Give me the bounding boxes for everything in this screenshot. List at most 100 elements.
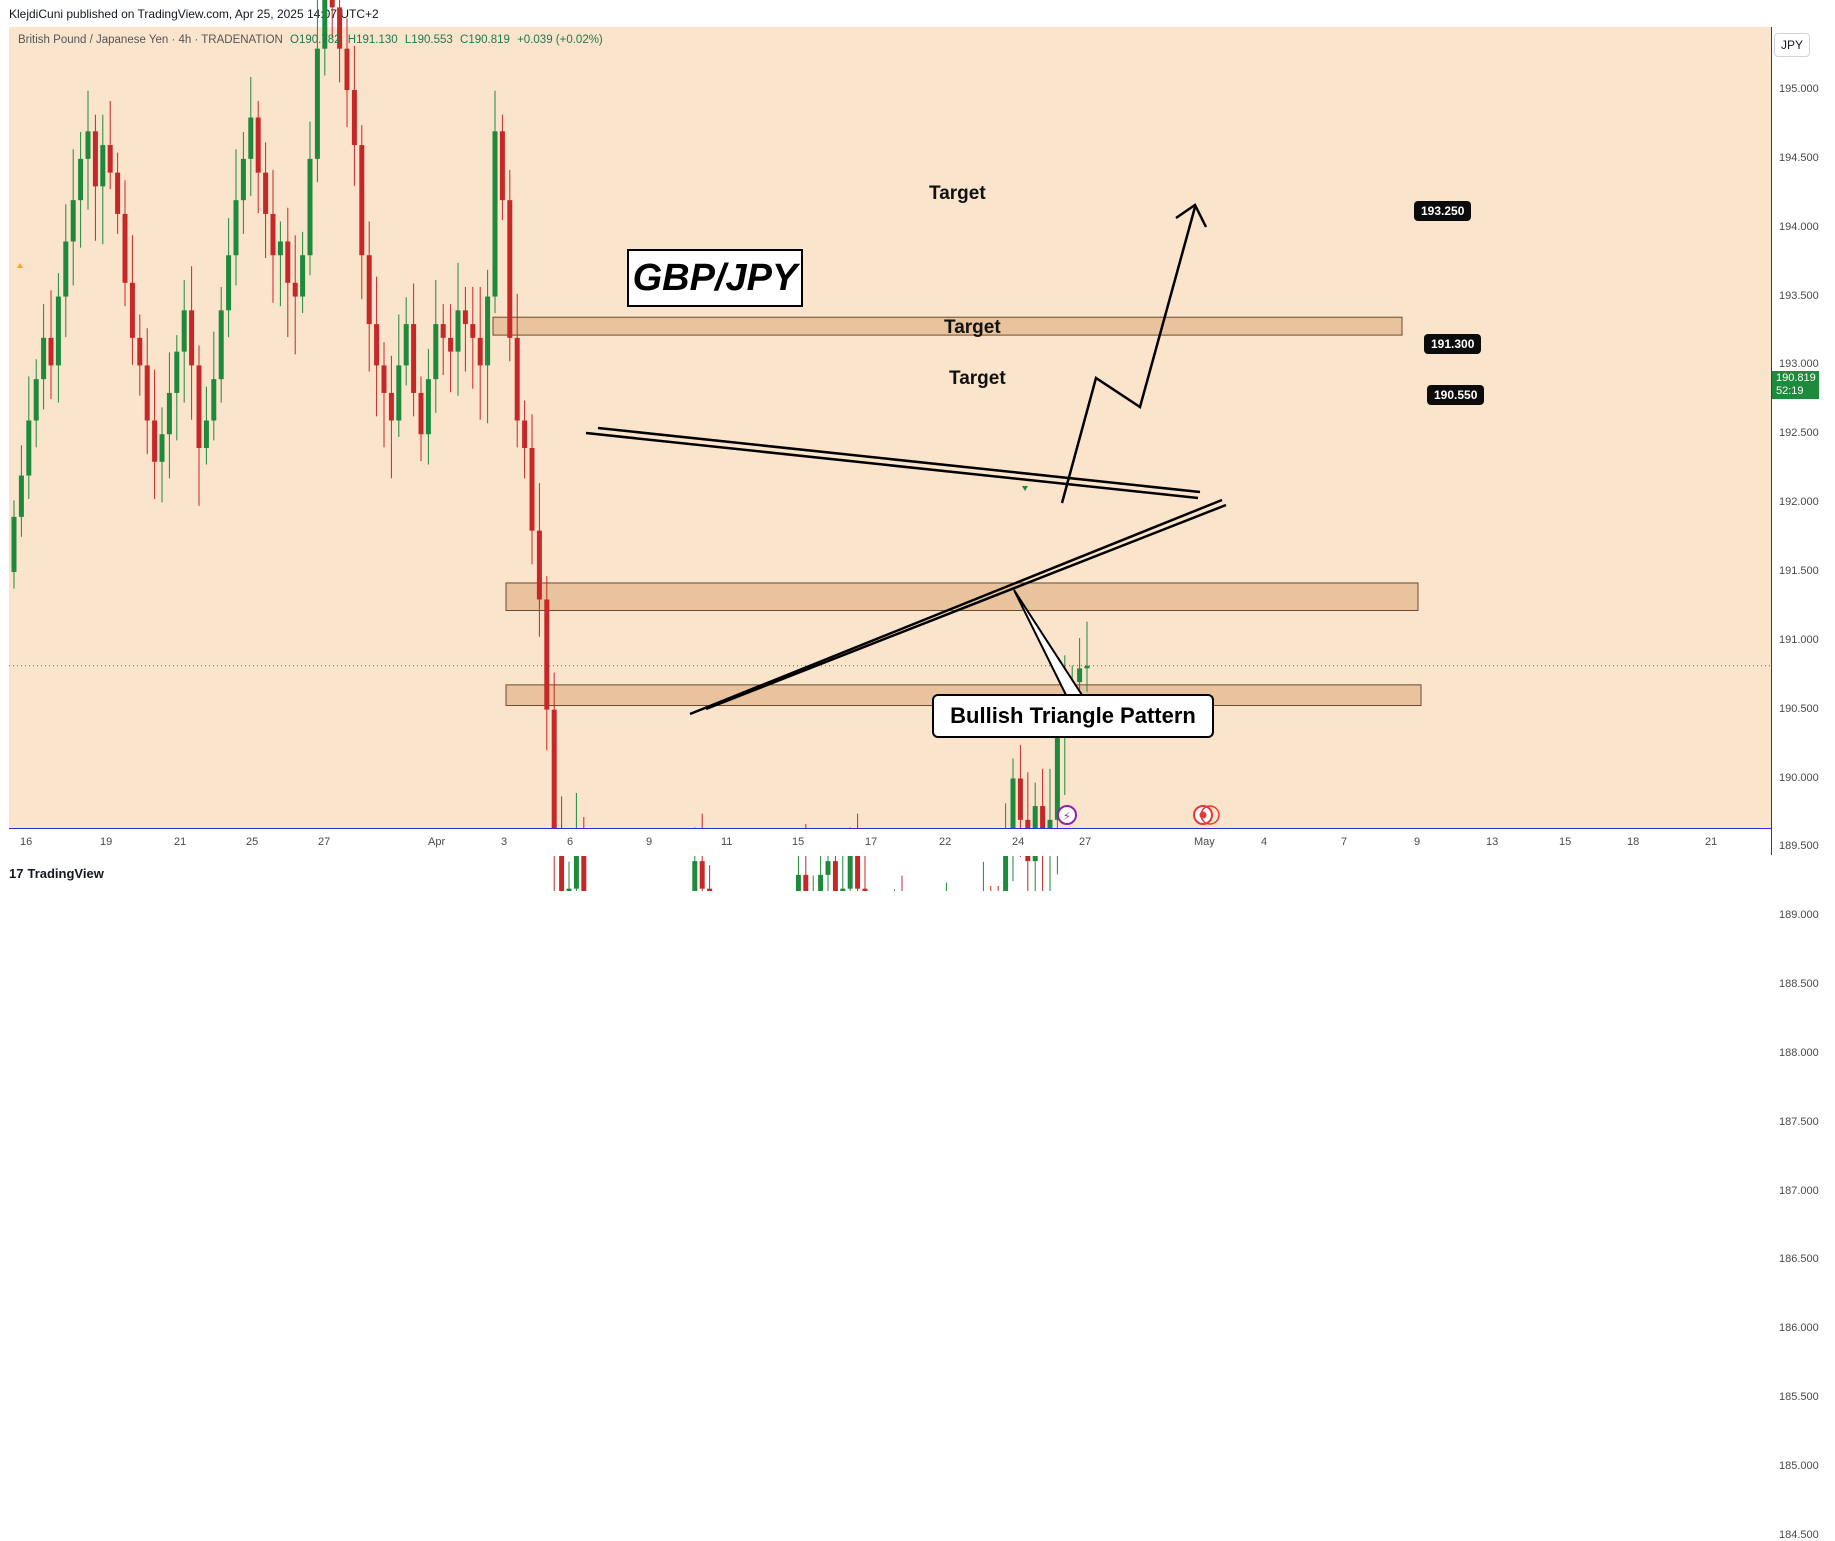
current-price-value: 190.819 [1776, 372, 1816, 384]
candle-body [396, 365, 402, 421]
candle-body [18, 475, 24, 517]
price-tick-label: 194.500 [1779, 151, 1819, 164]
candle-body [307, 158, 313, 256]
candle-body [388, 392, 394, 421]
candle-body [344, 48, 350, 90]
candle-body [514, 337, 520, 421]
price-tick-label: 190.500 [1779, 702, 1819, 715]
candle-body [211, 379, 217, 421]
target-price-tag-2: 191.300 [1424, 334, 1482, 354]
candle-body [707, 888, 713, 891]
time-tick-label: 21 [1705, 836, 1718, 848]
candle-body [255, 117, 261, 173]
candle-body [862, 888, 868, 891]
candle-body [1084, 665, 1090, 669]
triangle-lower-line-2 [705, 503, 1227, 711]
price-tick-label: 193.000 [1779, 358, 1819, 371]
candle-body [285, 241, 291, 283]
price-tick-label: 185.500 [1779, 1391, 1819, 1404]
time-tick-label: 18 [1627, 836, 1640, 848]
projection-arrowhead-icon [1175, 203, 1208, 228]
candle-body [855, 847, 861, 889]
time-tick-label: 3 [501, 836, 508, 848]
tradingview-footer[interactable]: 17 TradingView [9, 866, 104, 881]
candle-body [55, 296, 61, 366]
candle-body [462, 310, 468, 325]
candle-body [411, 324, 417, 393]
candle-body [1040, 806, 1046, 848]
candle-body [803, 874, 809, 891]
currency-selector[interactable]: JPY [1774, 33, 1810, 57]
candle-body [314, 48, 320, 159]
candle-body [573, 833, 579, 889]
candle-body [100, 145, 106, 187]
candle-body [277, 241, 283, 256]
candle-body [144, 365, 150, 421]
time-tick-label: 27 [1079, 836, 1092, 848]
candle-body [692, 861, 698, 891]
candle-body [70, 200, 76, 242]
candle-body [33, 379, 39, 421]
candle-body [41, 337, 47, 380]
candle-body [292, 282, 298, 297]
triangle-lower-line-1 [689, 498, 1223, 716]
candle-body [522, 420, 528, 449]
time-tick-label: 25 [246, 836, 259, 848]
candle-body [122, 213, 128, 283]
candle-body [795, 874, 801, 891]
lightning-glyph: ⚡ [1063, 810, 1071, 823]
tradingview-logo-icon: 17 [9, 866, 24, 881]
price-tick-label: 192.000 [1779, 496, 1819, 509]
price-tick-label: 189.000 [1779, 909, 1819, 922]
candle-body [1054, 737, 1060, 820]
symbol-name: British Pound / Japanese Yen · 4h · TRAD… [18, 34, 283, 46]
candle-body [248, 117, 254, 159]
target-zone [492, 316, 1403, 336]
price-tick-label: 184.500 [1779, 1528, 1819, 1541]
ohlc-high: H191.130 [347, 34, 398, 46]
candle-body [203, 420, 209, 449]
candle-body [351, 90, 357, 146]
time-axis[interactable] [9, 828, 1771, 856]
candle-body [381, 365, 387, 393]
time-tick-label: 24 [1012, 836, 1025, 848]
price-tick-label: 191.000 [1779, 633, 1819, 646]
candle-body [699, 861, 705, 889]
candle-body [159, 434, 165, 462]
candle-body [470, 324, 476, 338]
candle-body [1077, 668, 1083, 683]
target-price-tag-1: 193.250 [1414, 201, 1472, 221]
symbol-legend: British Pound / Japanese Yen · 4h · TRAD… [18, 34, 607, 46]
chart-area[interactable]: British Pound / Japanese Yen · 4h · TRAD… [9, 27, 1771, 855]
candle-body [115, 172, 121, 214]
target-label-3: Target [949, 368, 1006, 389]
time-tick-label: 7 [1341, 836, 1348, 848]
candlestick-chart: ⚡ [9, 0, 1771, 891]
target-label-2: Target [944, 317, 1001, 338]
candle-body [263, 172, 269, 214]
price-tick-label: 186.000 [1779, 1322, 1819, 1335]
candle-body [337, 7, 343, 49]
candle-body [226, 255, 232, 311]
price-tick-label: 191.500 [1779, 564, 1819, 577]
candle-body [137, 337, 143, 366]
price-tick-label: 187.500 [1779, 1115, 1819, 1128]
candle-body [485, 296, 491, 366]
candle-body [499, 131, 505, 201]
target-label-1: Target [929, 183, 986, 204]
price-tick-label: 189.500 [1779, 840, 1819, 853]
publish-info: KlejdiCuni published on TradingView.com,… [9, 7, 379, 21]
candle-body [366, 255, 372, 325]
triangle-upper-line-1 [585, 431, 1199, 500]
candle-body [559, 847, 565, 891]
target-zone [505, 582, 1419, 612]
pair-title-box: GBP/JPY [627, 249, 803, 307]
candle-body [129, 282, 135, 338]
price-axis[interactable] [1771, 27, 1835, 855]
time-tick-label: 11 [721, 836, 733, 848]
candle-body [174, 351, 180, 393]
candle-body [455, 310, 461, 352]
time-tick-label: 17 [865, 836, 878, 848]
top-bar: KlejdiCuni published on TradingView.com,… [0, 0, 1835, 27]
candle-body [492, 131, 498, 297]
